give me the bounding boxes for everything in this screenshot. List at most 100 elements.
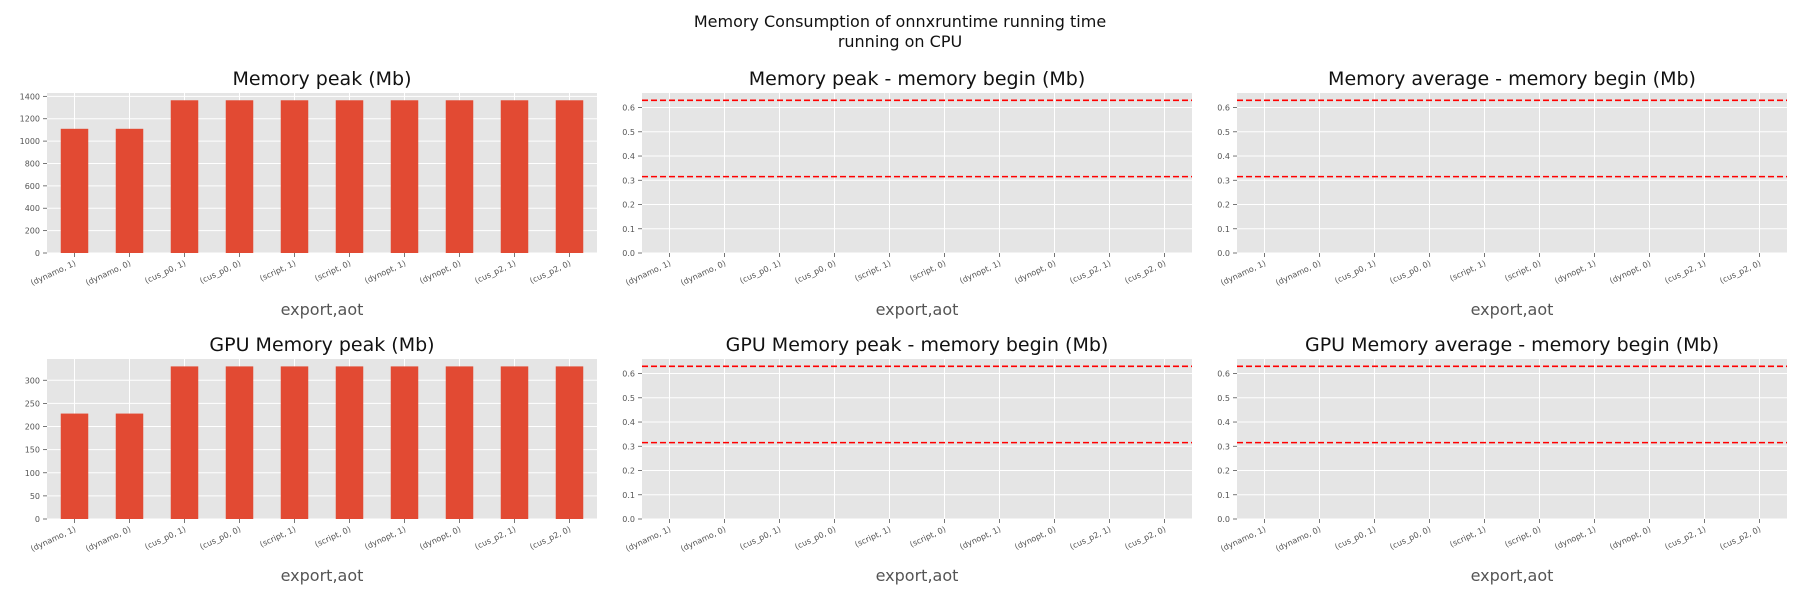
plot-area (1237, 93, 1787, 253)
x-tick-label: (dynopt, 0) (418, 259, 462, 286)
x-tick-label: (script, 1) (853, 259, 892, 284)
x-tick-label: (dynopt, 1) (1553, 259, 1597, 286)
y-tick-label: 50 (30, 492, 40, 501)
x-tick-label: (cus_p0, 0) (1388, 259, 1432, 286)
x-tick-label: (cus_p0, 1) (143, 259, 187, 286)
subplot-6: 0.0 0.1 0.2 0.3 0.4 0.5 0.6 (dynamo, 1) (dynamo,… (1217, 334, 1787, 585)
y-tick-label: 150 (25, 446, 40, 455)
x-tick-label: (dynopt, 0) (1608, 525, 1652, 552)
x-tick-label: (dynamo, 0) (1274, 259, 1322, 288)
x-tick-label: (dynamo, 1) (29, 259, 77, 288)
x-tick-label: (dynopt, 1) (1553, 525, 1597, 552)
subplot-title: GPU Memory peak - memory begin (Mb) (726, 334, 1109, 356)
x-tick-label: (cus_p2, 0) (1718, 525, 1762, 552)
x-tick-label: (dynamo, 1) (29, 525, 77, 554)
x-tick-label: (script, 0) (313, 259, 352, 284)
y-tick-label: 0.6 (622, 370, 635, 379)
x-tick-label: (dynamo, 1) (624, 525, 672, 554)
x-tick-label: (cus_p2, 1) (1068, 525, 1112, 552)
x-axis-label: export,aot (1471, 300, 1554, 319)
bar (390, 366, 419, 519)
y-tick-label: 0.6 (1217, 370, 1230, 379)
x-tick-label: (cus_p0, 0) (198, 259, 242, 286)
bar (280, 100, 309, 253)
x-axis-label: export,aot (1471, 566, 1554, 585)
bar (390, 100, 419, 253)
x-tick-label: (dynopt, 0) (418, 525, 462, 552)
x-tick-label: (cus_p0, 1) (1333, 525, 1377, 552)
x-tick-label: (cus_p2, 1) (473, 525, 517, 552)
x-tick-label: (script, 0) (908, 525, 947, 550)
plot-area (1237, 359, 1787, 519)
x-tick-label: (script, 1) (853, 525, 892, 550)
y-tick-label: 100 (25, 469, 40, 478)
x-tick-label: (cus_p2, 0) (1718, 259, 1762, 286)
bar (115, 413, 144, 519)
bar (280, 366, 309, 519)
y-tick-label: 0.3 (622, 442, 635, 451)
y-tick-label: 0.2 (622, 467, 635, 476)
y-tick-label: 0 (35, 249, 40, 258)
y-tick-label: 0.1 (622, 225, 635, 234)
bar (335, 366, 364, 519)
bar (500, 100, 529, 253)
x-tick-label: (dynopt, 1) (958, 525, 1002, 552)
y-tick-label: 0 (35, 515, 40, 524)
x-tick-label: (cus_p0, 1) (143, 525, 187, 552)
y-tick-label: 200 (25, 423, 40, 432)
y-tick-label: 0.1 (1217, 225, 1230, 234)
x-tick-label: (script, 1) (1448, 525, 1487, 550)
y-tick-label: 0.0 (622, 249, 635, 258)
y-tick-label: 1400 (20, 92, 40, 101)
x-tick-label: (dynamo, 0) (84, 259, 132, 288)
x-tick-label: (cus_p0, 1) (738, 525, 782, 552)
x-tick-label: (dynamo, 1) (624, 259, 672, 288)
y-tick-label: 0.3 (622, 176, 635, 185)
x-tick-label: (script, 1) (258, 259, 297, 284)
x-tick-label: (cus_p2, 0) (528, 525, 572, 552)
subplot-title: GPU Memory peak (Mb) (209, 334, 434, 356)
x-tick-label: (cus_p2, 0) (1123, 525, 1167, 552)
x-tick-label: (script, 1) (1448, 259, 1487, 284)
y-tick-label: 0.3 (1217, 176, 1230, 185)
bar (500, 366, 529, 519)
subplot-title: Memory peak - memory begin (Mb) (749, 68, 1086, 90)
bar (60, 413, 89, 519)
x-tick-label: (dynamo, 0) (679, 259, 727, 288)
x-tick-label: (dynopt, 1) (958, 259, 1002, 286)
y-tick-label: 400 (25, 204, 40, 213)
y-tick-label: 0.4 (622, 418, 635, 427)
y-tick-label: 600 (25, 182, 40, 191)
figure-suptitle: Memory Consumption of onnxruntime runnin… (0, 12, 1800, 52)
bar (335, 100, 364, 253)
y-tick-label: 0.5 (1217, 394, 1230, 403)
subplot-2: 0.0 0.1 0.2 0.3 0.4 0.5 0.6 (dynamo, 1) (dynamo,… (622, 68, 1192, 319)
x-tick-label: (cus_p2, 0) (528, 259, 572, 286)
y-tick-label: 0.6 (1217, 104, 1230, 113)
y-tick-label: 800 (25, 159, 40, 168)
x-tick-label: (dynamo, 0) (84, 525, 132, 554)
bar (225, 366, 254, 519)
subplot-title: GPU Memory average - memory begin (Mb) (1305, 334, 1719, 356)
y-tick-label: 0.2 (622, 201, 635, 210)
y-tick-label: 0.5 (622, 128, 635, 137)
x-tick-label: (cus_p2, 0) (1123, 259, 1167, 286)
y-tick-label: 1200 (20, 115, 40, 124)
subplot-4: 0 50 100 150 200 250 300 (dynamo, 1) (dynamo, 0)… (25, 334, 597, 585)
x-tick-label: (cus_p0, 0) (793, 259, 837, 286)
bar (555, 100, 584, 253)
x-tick-label: (dynamo, 0) (679, 525, 727, 554)
y-tick-label: 0.2 (1217, 467, 1230, 476)
x-axis-label: export,aot (281, 300, 364, 319)
suptitle-line-2: running on CPU (837, 32, 963, 51)
x-tick-label: (script, 0) (1503, 259, 1542, 284)
x-axis-label: export,aot (281, 566, 364, 585)
x-tick-label: (dynamo, 1) (1219, 259, 1267, 288)
y-tick-label: 200 (25, 227, 40, 236)
x-axis-label: export,aot (876, 300, 959, 319)
bar (115, 128, 144, 253)
x-tick-label: (script, 0) (908, 259, 947, 284)
x-tick-label: (dynopt, 0) (1608, 259, 1652, 286)
